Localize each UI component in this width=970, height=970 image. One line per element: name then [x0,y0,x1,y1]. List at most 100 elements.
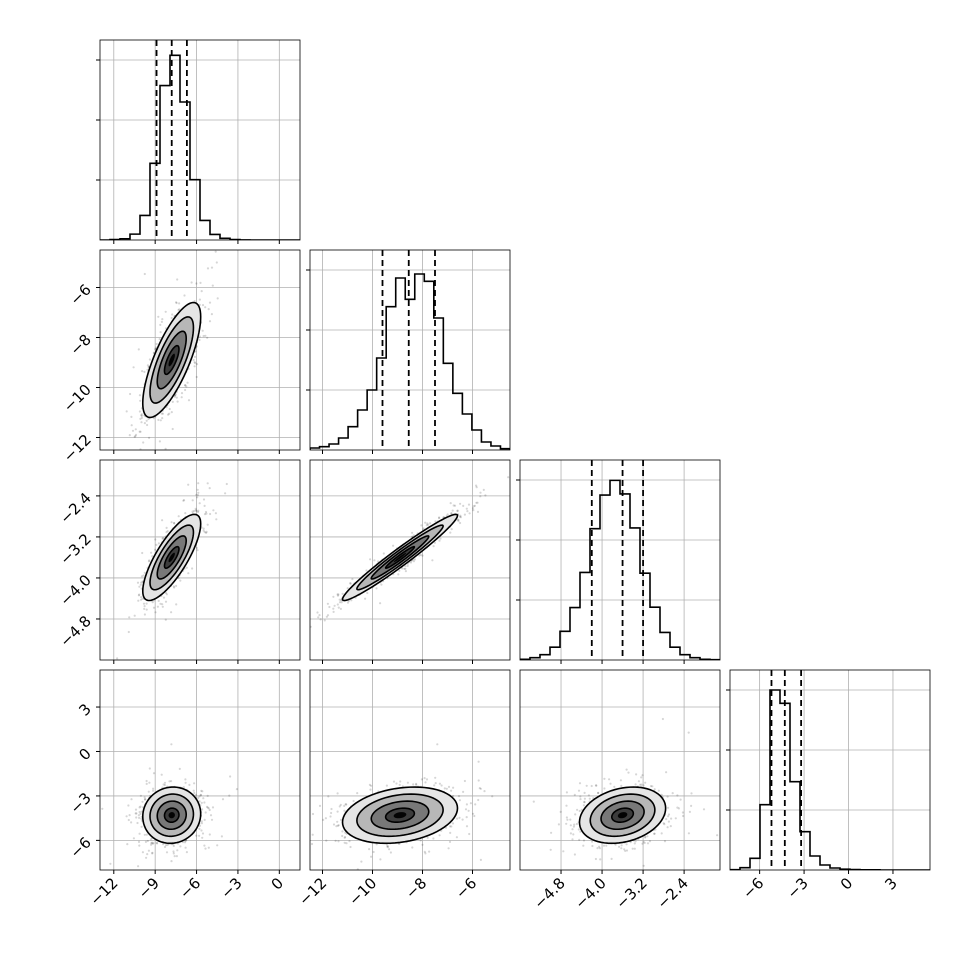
panel-frame [309,249,511,451]
scatter-point [128,434,131,437]
scatter-point [173,855,176,858]
scatter-point [471,507,475,510]
scatter-point [185,566,188,569]
scatter-point [164,591,168,595]
scatter-point [356,792,359,795]
scatter-point [184,384,187,387]
scatter-point [346,601,350,604]
scatter-point [163,783,166,787]
scatter-point [146,853,149,856]
scatter-point [336,820,339,823]
scatter-point [459,502,462,505]
scatter-point [324,817,327,820]
scatter-point [434,520,437,523]
scatter-point [146,368,149,371]
scatter-point [147,790,150,793]
contour-line [141,513,202,602]
scatter-point [208,808,211,812]
scatter-point [392,544,395,547]
scatter-point [200,822,203,825]
scatter-point [452,794,455,798]
scatter-point [157,418,160,421]
scatter-point [130,424,133,427]
scatter-point [182,499,185,502]
scatter-point [140,421,143,424]
scatter-point [482,888,484,890]
scatter-point [352,799,355,803]
marginal-panel-3 [516,459,721,661]
scatter-point [653,832,656,835]
scatter-point [657,789,660,792]
scatter-point [195,375,198,379]
scatter-point [208,320,212,323]
scatter-point [172,585,175,588]
scatter-point [425,778,429,781]
scatter-point [445,787,448,790]
scatter-point [477,798,480,802]
scatter-point [438,782,441,785]
scatter-point [143,571,146,574]
scatter-point [143,798,147,801]
scatter-point [147,849,150,852]
scatter-point [200,801,203,805]
scatter-point [196,488,199,491]
scatter-point [349,582,352,585]
scatter-point [344,831,347,834]
scatter-point [575,822,579,826]
scatter-point [453,504,457,507]
scatter-point [345,842,348,845]
scatter-point [199,794,202,797]
scatter-point [641,774,644,777]
scatter-point [198,824,202,827]
scatter-point [138,585,141,588]
scatter-point [170,860,173,863]
scatter-point [171,400,174,403]
scatter-point [474,803,477,806]
scatter-point [199,281,202,284]
scatter-point [382,552,385,555]
contour-line [149,793,195,838]
scatter-point [221,798,225,801]
scatter-point [156,605,159,608]
scatter-point [127,630,130,634]
scatter-point [142,441,145,444]
scatter-point [625,849,629,852]
scatter-point [472,812,475,815]
scatter-point [375,587,378,590]
scatter-point [676,794,679,797]
scatter-point [205,512,208,515]
scatter-point [148,781,151,784]
scatter-point [158,440,161,443]
scatter-point [193,361,196,364]
scatter-point [459,521,462,525]
scatter-point [475,484,478,487]
scatter-point [135,816,138,819]
scatter-point [139,448,142,450]
scatter-point [206,267,210,270]
scatter-point [145,782,148,786]
scatter-point [428,850,431,853]
scatter-point [310,842,314,846]
scatter-point [157,315,160,318]
contour-line [384,807,416,824]
scatter-point [415,783,418,786]
scatter-point [300,814,302,816]
histogram-step-line [100,54,300,240]
scatter-point [161,537,164,540]
scatter-point [450,512,453,515]
scatter-point [148,477,150,479]
panel-frame [309,459,511,661]
density-peak [168,552,175,563]
scatter-point [346,587,349,590]
scatter-point [343,836,346,839]
marginal-panel-2 [306,249,511,451]
scatter-point [201,790,204,793]
scatter-point [316,611,319,614]
scatter-point [366,591,369,595]
scatter-point [340,599,343,602]
scatter-point [458,799,461,802]
scatter-point [170,743,173,746]
scatter-point [432,545,435,548]
scatter-point [350,599,353,602]
scatter-point [318,804,322,808]
